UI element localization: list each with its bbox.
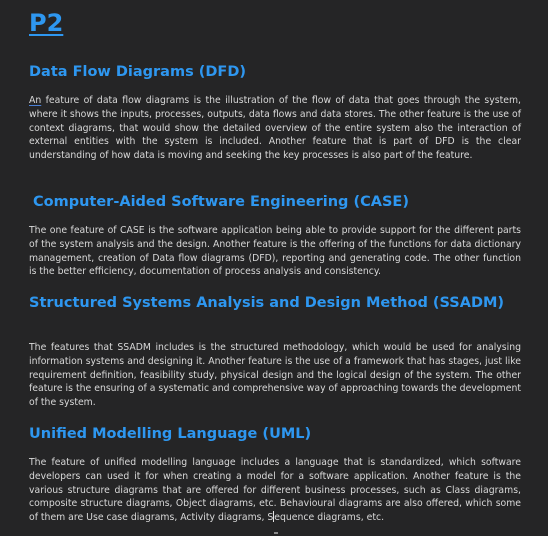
page-marker <box>274 532 278 534</box>
paragraph-uml-text-after-caret: equence diagrams, etc. <box>274 512 385 524</box>
paragraph-uml[interactable]: The feature of unified modelling languag… <box>29 456 521 525</box>
heading-case: Computer-Aided Software Engineering (CAS… <box>33 194 409 210</box>
paragraph-uml-text-before-caret: The feature of unified modelling languag… <box>29 457 521 524</box>
heading-dfd: Data Flow Diagrams (DFD) <box>29 64 246 80</box>
paragraph-dfd[interactable]: An feature of data flow diagrams is the … <box>29 94 521 163</box>
heading-ssadm: Structured Systems Analysis and Design M… <box>29 295 505 311</box>
paragraph-dfd-text: feature of data flow diagrams is the ill… <box>29 95 521 162</box>
heading-uml: Unified Modelling Language (UML) <box>29 426 312 442</box>
paragraph-case[interactable]: The one feature of CASE is the software … <box>29 225 521 278</box>
spelling-flagged-word[interactable]: An <box>29 95 42 106</box>
text-cursor <box>273 511 275 523</box>
document-title: P2 <box>29 9 64 37</box>
paragraph-ssadm[interactable]: The features that SSADM includes is the … <box>29 342 521 409</box>
